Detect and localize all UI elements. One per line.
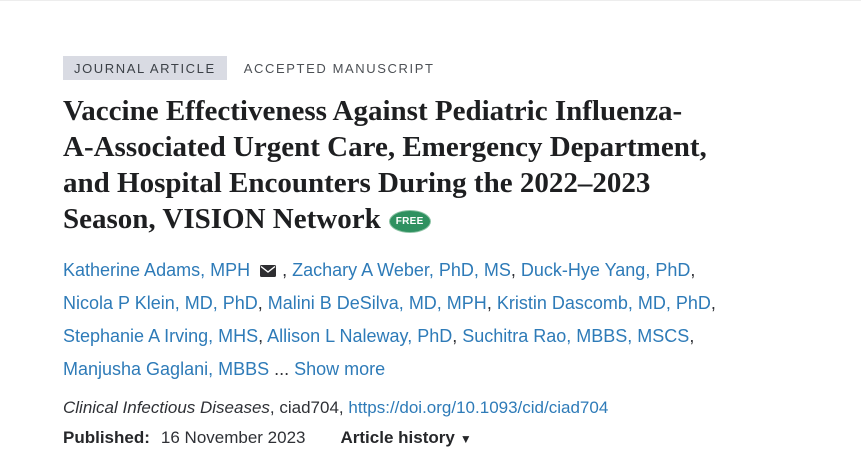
author-link[interactable]: Stephanie A Irving, MHS [63, 326, 259, 346]
author-lines: Katherine Adams, MPH , Zachary A Weber, … [63, 254, 853, 386]
article-header: JOURNAL ARTICLE ACCEPTED MANUSCRIPT Vacc… [63, 1, 853, 448]
email-envelope-icon[interactable] [260, 254, 277, 287]
author-separator: ... [269, 359, 295, 379]
author-separator: , [486, 293, 497, 313]
author-link[interactable]: Zachary A Weber, PhD, MS [292, 260, 511, 280]
show-more-link[interactable]: Show more [294, 359, 386, 379]
published-date: 16 November 2023 [160, 428, 306, 447]
author-separator: , [258, 326, 268, 346]
author-separator: , [510, 260, 521, 280]
author-line: Manjusha Gaglani, MBBS ... Show more [63, 353, 853, 386]
badge-row: JOURNAL ARTICLE ACCEPTED MANUSCRIPT [63, 56, 853, 80]
title-line-text: Season, VISION Network [63, 203, 381, 235]
author-separator: , [257, 293, 268, 313]
publication-info-row: Published: 16 November 2023 Article hist… [63, 428, 853, 448]
title-line: and Hospital Encounters During the 2022–… [63, 167, 651, 199]
author-line: Katherine Adams, MPH , Zachary A Weber, … [63, 254, 853, 287]
doi-link[interactable]: https://doi.org/10.1093/cid/ciad704 [348, 398, 609, 417]
article-title: Vaccine Effectiveness Against Pediatric … [63, 93, 853, 237]
author-link[interactable]: Malini B DeSilva, MD, MPH [267, 293, 487, 313]
published-label: Published: [63, 428, 150, 447]
journal-name: Clinical Infectious Diseases [63, 398, 270, 417]
author-separator: , [710, 293, 716, 313]
author-line: Nicola P Klein, MD, PhD, Malini B DeSilv… [63, 287, 853, 320]
author-separator: , [689, 326, 695, 346]
author-line: Stephanie A Irving, MHS, Allison L Nalew… [63, 320, 853, 353]
free-access-badge: FREE [388, 210, 431, 233]
author-link[interactable]: Katherine Adams, MPH [63, 260, 251, 280]
author-link[interactable]: Manjusha Gaglani, MBBS [63, 359, 270, 379]
author-separator: , [452, 326, 463, 346]
journal-article-badge: JOURNAL ARTICLE [63, 56, 227, 80]
author-link[interactable]: Suchitra Rao, MBBS, MSCS [462, 326, 690, 346]
citation-line: Clinical Infectious Diseases, ciad704, h… [63, 398, 853, 418]
accepted-manuscript-label: ACCEPTED MANUSCRIPT [243, 60, 435, 76]
title-line: Vaccine Effectiveness Against Pediatric … [63, 95, 683, 127]
article-history-label: Article history [340, 428, 455, 447]
author-separator: , [282, 260, 293, 280]
article-history-toggle[interactable]: Article history ▼ [341, 428, 472, 448]
author-link[interactable]: Kristin Dascomb, MD, PhD [496, 293, 711, 313]
title-line: Season, VISION Network FREE [63, 201, 853, 237]
author-link[interactable]: Allison L Naleway, PhD [267, 326, 453, 346]
caret-down-icon: ▼ [459, 432, 472, 446]
author-link[interactable]: Duck-Hye Yang, PhD [520, 260, 691, 280]
citation-id: , ciad704, [269, 398, 349, 417]
title-line: A-Associated Urgent Care, Emergency Depa… [63, 131, 707, 163]
author-separator: , [690, 260, 696, 280]
author-link[interactable]: Nicola P Klein, MD, PhD [63, 293, 258, 313]
